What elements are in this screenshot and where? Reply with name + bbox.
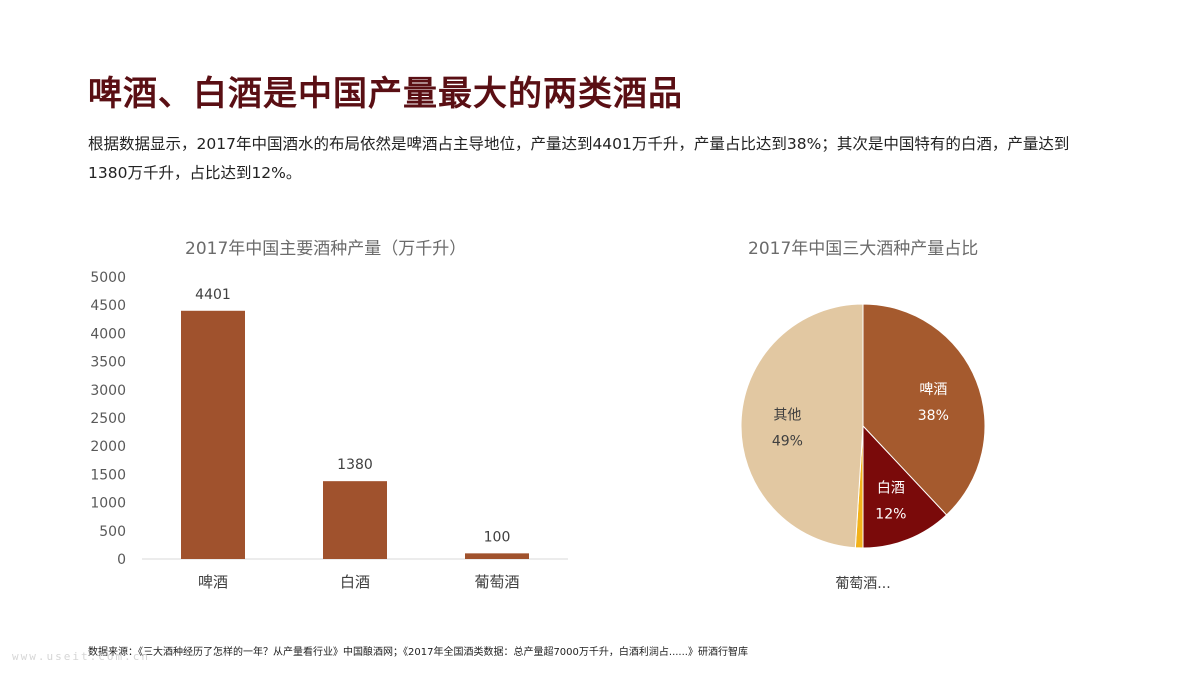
watermark: www.useit.com.cn	[12, 650, 150, 663]
bar-data-label: 4401	[195, 287, 231, 303]
bar-data-label: 1380	[337, 457, 373, 473]
y-tick-label: 3500	[90, 355, 126, 371]
pie-chart: 啤酒 38% 白酒 12% 葡萄酒... 其他 49%	[740, 303, 986, 592]
y-tick-label: 1500	[90, 467, 126, 483]
y-tick-label: 4000	[90, 326, 126, 342]
pie-slice-啤酒	[862, 303, 986, 516]
y-tick-label: 5000	[90, 270, 126, 286]
pie-slice-percent: 38%	[918, 408, 949, 424]
page-description: 根据数据显示，2017年中国酒水的布局依然是啤酒占主导地位，产量达到4401万千…	[88, 135, 1070, 182]
pie-slice-label: 白酒	[877, 480, 905, 496]
pie-slice-percent: 49%	[772, 434, 803, 450]
x-tick-label: 白酒	[340, 573, 370, 591]
bar-啤酒	[181, 310, 245, 559]
y-tick-label: 0	[117, 552, 126, 568]
bar-chart-title: 2017年中国主要酒种产量（万千升）	[185, 239, 467, 259]
y-tick-label: 3000	[90, 383, 126, 399]
y-tick-label: 500	[99, 524, 126, 540]
pie-slice-label: 其他	[773, 408, 801, 424]
bar-白酒	[323, 481, 387, 559]
bar-data-label: 100	[484, 529, 511, 545]
y-tick-label: 2000	[90, 439, 126, 455]
pie-slice-白酒	[862, 424, 948, 549]
x-tick-label: 葡萄酒	[474, 573, 519, 591]
bar-葡萄酒	[465, 553, 529, 559]
pie-slice-label: 葡萄酒...	[835, 576, 890, 592]
pie-chart-title: 2017年中国三大酒种产量占比	[748, 239, 979, 259]
y-tick-label: 1000	[90, 496, 126, 512]
page-title: 啤酒、白酒是中国产量最大的两类酒品	[88, 74, 683, 114]
source-note: 数据来源：《三大酒种经历了怎样的一年？从产量看行业》中国酿酒网；《2017年全国…	[88, 647, 748, 658]
pie-slice-percent: 12%	[875, 506, 906, 522]
y-tick-label: 4500	[90, 298, 126, 314]
y-tick-label: 2500	[90, 411, 126, 427]
bar-chart: 0 500 1000 1500 2000 2500 3000 3500 4000 4500 5000…	[90, 270, 568, 591]
pie-slice-label: 啤酒	[919, 382, 947, 398]
pie-slice-其他	[740, 303, 864, 549]
x-tick-label: 啤酒	[198, 573, 228, 591]
